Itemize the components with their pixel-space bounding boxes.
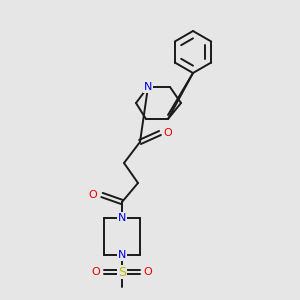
Text: O: O <box>88 190 98 200</box>
Text: S: S <box>118 266 126 278</box>
Text: O: O <box>164 128 172 138</box>
Text: O: O <box>92 267 100 277</box>
Text: N: N <box>144 82 152 92</box>
Text: N: N <box>118 250 126 260</box>
Text: N: N <box>118 213 126 223</box>
Text: O: O <box>144 267 152 277</box>
